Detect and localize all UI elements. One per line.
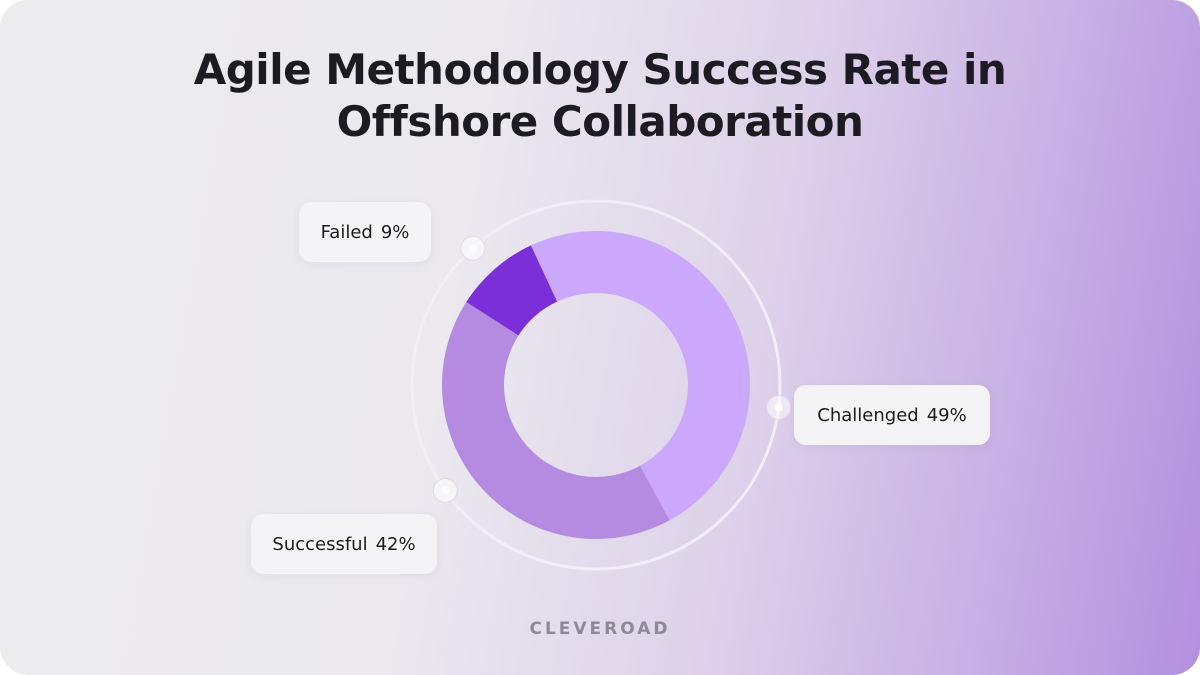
label-challenged: Challenged 49%	[794, 385, 990, 445]
outer-ring	[410, 199, 782, 571]
label-successful-value: 42%	[375, 533, 416, 555]
label-challenged-name: Challenged	[817, 404, 919, 426]
chart-title-line-2: Offshore Collaboration	[336, 97, 864, 146]
chart-title-line-1: Agile Methodology Success Rate in	[193, 45, 1007, 94]
label-failed: Failed 9%	[299, 202, 431, 262]
connector-dot-failed	[468, 244, 477, 253]
brand-logo-text: CLEVEROAD	[529, 619, 671, 639]
donut-slices	[442, 231, 750, 539]
chart-title: Agile Methodology Success Rate in Offsho…	[0, 44, 1200, 148]
label-challenged-value: 49%	[926, 404, 967, 426]
label-successful-name: Successful	[272, 533, 368, 555]
slice-successful	[442, 302, 670, 539]
label-failed-name: Failed	[320, 221, 373, 243]
connector-dots	[432, 235, 792, 504]
label-failed-value: 9%	[380, 221, 410, 243]
slice-challenged	[530, 231, 750, 521]
slice-failed	[466, 245, 558, 336]
connector-dot-successful	[441, 486, 450, 495]
connector-dot-challenged	[774, 403, 783, 412]
label-successful: Successful 42%	[251, 514, 437, 574]
